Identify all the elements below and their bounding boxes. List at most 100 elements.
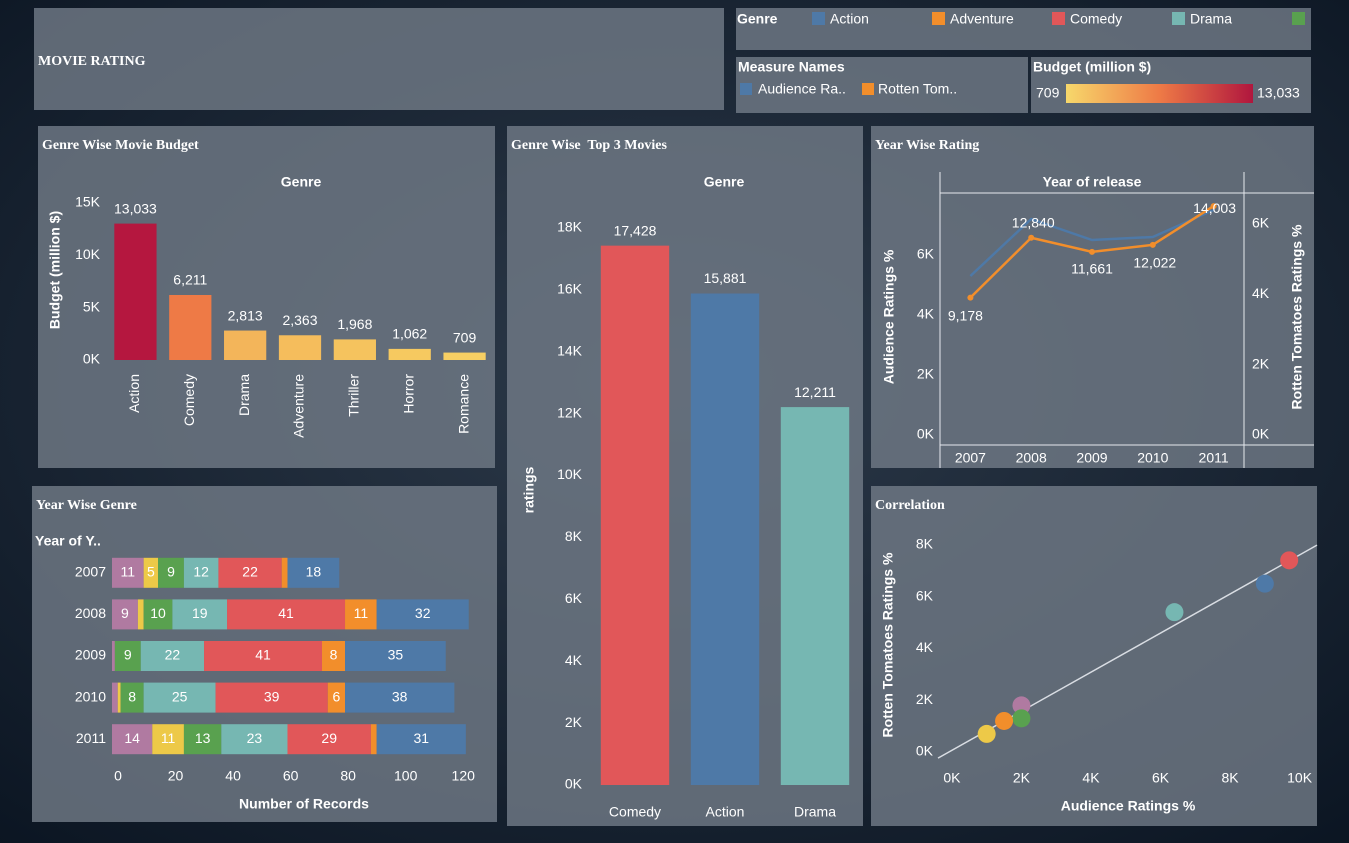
x-tick-label: 2007 [955,450,986,466]
bar [780,407,850,785]
bar [224,330,267,360]
panel [871,126,1314,468]
legend-swatch [1172,12,1185,25]
value-label: 6,211 [173,272,207,288]
bar-segment [345,641,446,671]
x-tick-label: 2008 [1016,450,1047,466]
value-label: 6 [333,688,341,704]
value-label: 23 [247,730,263,746]
bar-segment [114,641,141,671]
x-tick-label: Action [706,804,745,820]
panel [736,57,1028,113]
bar-segment [287,724,371,755]
axis-title: Year of release [1043,174,1142,190]
line-series [969,208,1215,277]
y-tick-label: 2K [565,714,583,730]
y-tick-label: 6K [917,246,935,262]
point [1149,241,1156,248]
x-tick-label: Action [126,374,142,413]
axis-title: Audience Ratings % [881,249,897,384]
value-label: 1,062 [392,326,427,342]
value-label: 31 [413,730,429,746]
x-tick-label: 0 [114,768,122,784]
bar-segment [345,599,377,630]
y-tick-label: 14K [557,342,583,358]
bar-segment [215,682,328,713]
x-tick-label: Drama [236,374,252,416]
x-tick-label: 120 [452,768,476,784]
data-label: 12,840 [1012,214,1055,230]
panel [736,8,1311,50]
x-tick-label: 2009 [1076,450,1107,466]
value-label: 11 [354,605,369,621]
bar-segment [345,682,455,713]
x-tick-label: 10K [1287,770,1313,786]
bar-segment [112,557,144,588]
bar-segment [221,724,288,755]
chart-title: Correlation [875,498,945,513]
y-tick-label: 4K [916,639,934,655]
y-tick-label: 2K [917,366,935,382]
value-label: 13 [195,730,211,746]
axis-title: Rotten Tomatoes Ratings % [1289,224,1305,409]
bar-segment [172,599,228,630]
x-tick-label: Drama [794,804,836,820]
legend-label: Adventure [950,11,1014,27]
y2-tick-label: 4K [1252,285,1270,301]
legend-min: 709 [1036,85,1060,101]
legend-title: Measure Names [738,59,845,75]
y-tick-label: 2011 [76,730,106,746]
bar-segment [204,641,323,671]
value-label: 2,363 [282,312,317,328]
value-label: 11 [161,730,176,746]
data-label: 12,022 [1133,255,1176,271]
chart-title: Genre Wise Top 3 Movies [511,138,668,153]
value-label: 13,033 [114,200,157,216]
value-label: 32 [415,605,431,621]
y-tick-label: 18K [557,219,583,235]
chart-title: Genre Wise Movie Budget [42,138,199,153]
value-label: 2,813 [228,307,263,323]
y-tick-label: 0K [917,426,935,442]
bar [114,223,157,360]
y-tick-label: 4K [917,306,935,322]
legend-title: Genre [737,11,778,27]
value-label: 22 [165,647,181,663]
bar [388,348,431,360]
value-label: 41 [278,605,294,621]
axis-title: ratings [521,466,537,513]
point [967,294,974,301]
axis-title: Budget (million $) [47,211,63,329]
value-label: 5 [147,564,155,580]
bar-segment [117,682,121,713]
y-tick-label: 0K [916,743,934,759]
value-label: 19 [192,605,208,621]
axis-title: Genre [281,174,322,190]
axis-title: Number of Records [239,796,369,812]
point [1028,234,1035,241]
y-tick-label: 2009 [75,647,106,663]
bar-segment [158,557,184,588]
value-label: 25 [172,688,188,704]
panel [38,126,495,468]
x-tick-label: 2010 [1137,450,1168,466]
value-label: 9 [167,564,175,580]
legend-swatch [812,12,825,25]
y-tick-label: 16K [557,281,583,297]
x-tick-label: Adventure [291,374,307,438]
chart-title: Year Wise Genre [36,498,137,513]
x-tick-label: Romance [455,374,471,434]
point [1280,551,1299,570]
bar [169,294,212,360]
axis-title: Rotten Tomatoes Ratings % [880,552,896,737]
bar-segment [112,599,138,630]
y-tick-label: 12K [557,404,583,420]
legend-label: Action [830,11,869,27]
bar-segment [376,724,466,755]
legend-label: Drama [1190,11,1232,27]
panel [34,8,724,110]
point [1165,603,1184,622]
legend-swatch [932,12,945,25]
